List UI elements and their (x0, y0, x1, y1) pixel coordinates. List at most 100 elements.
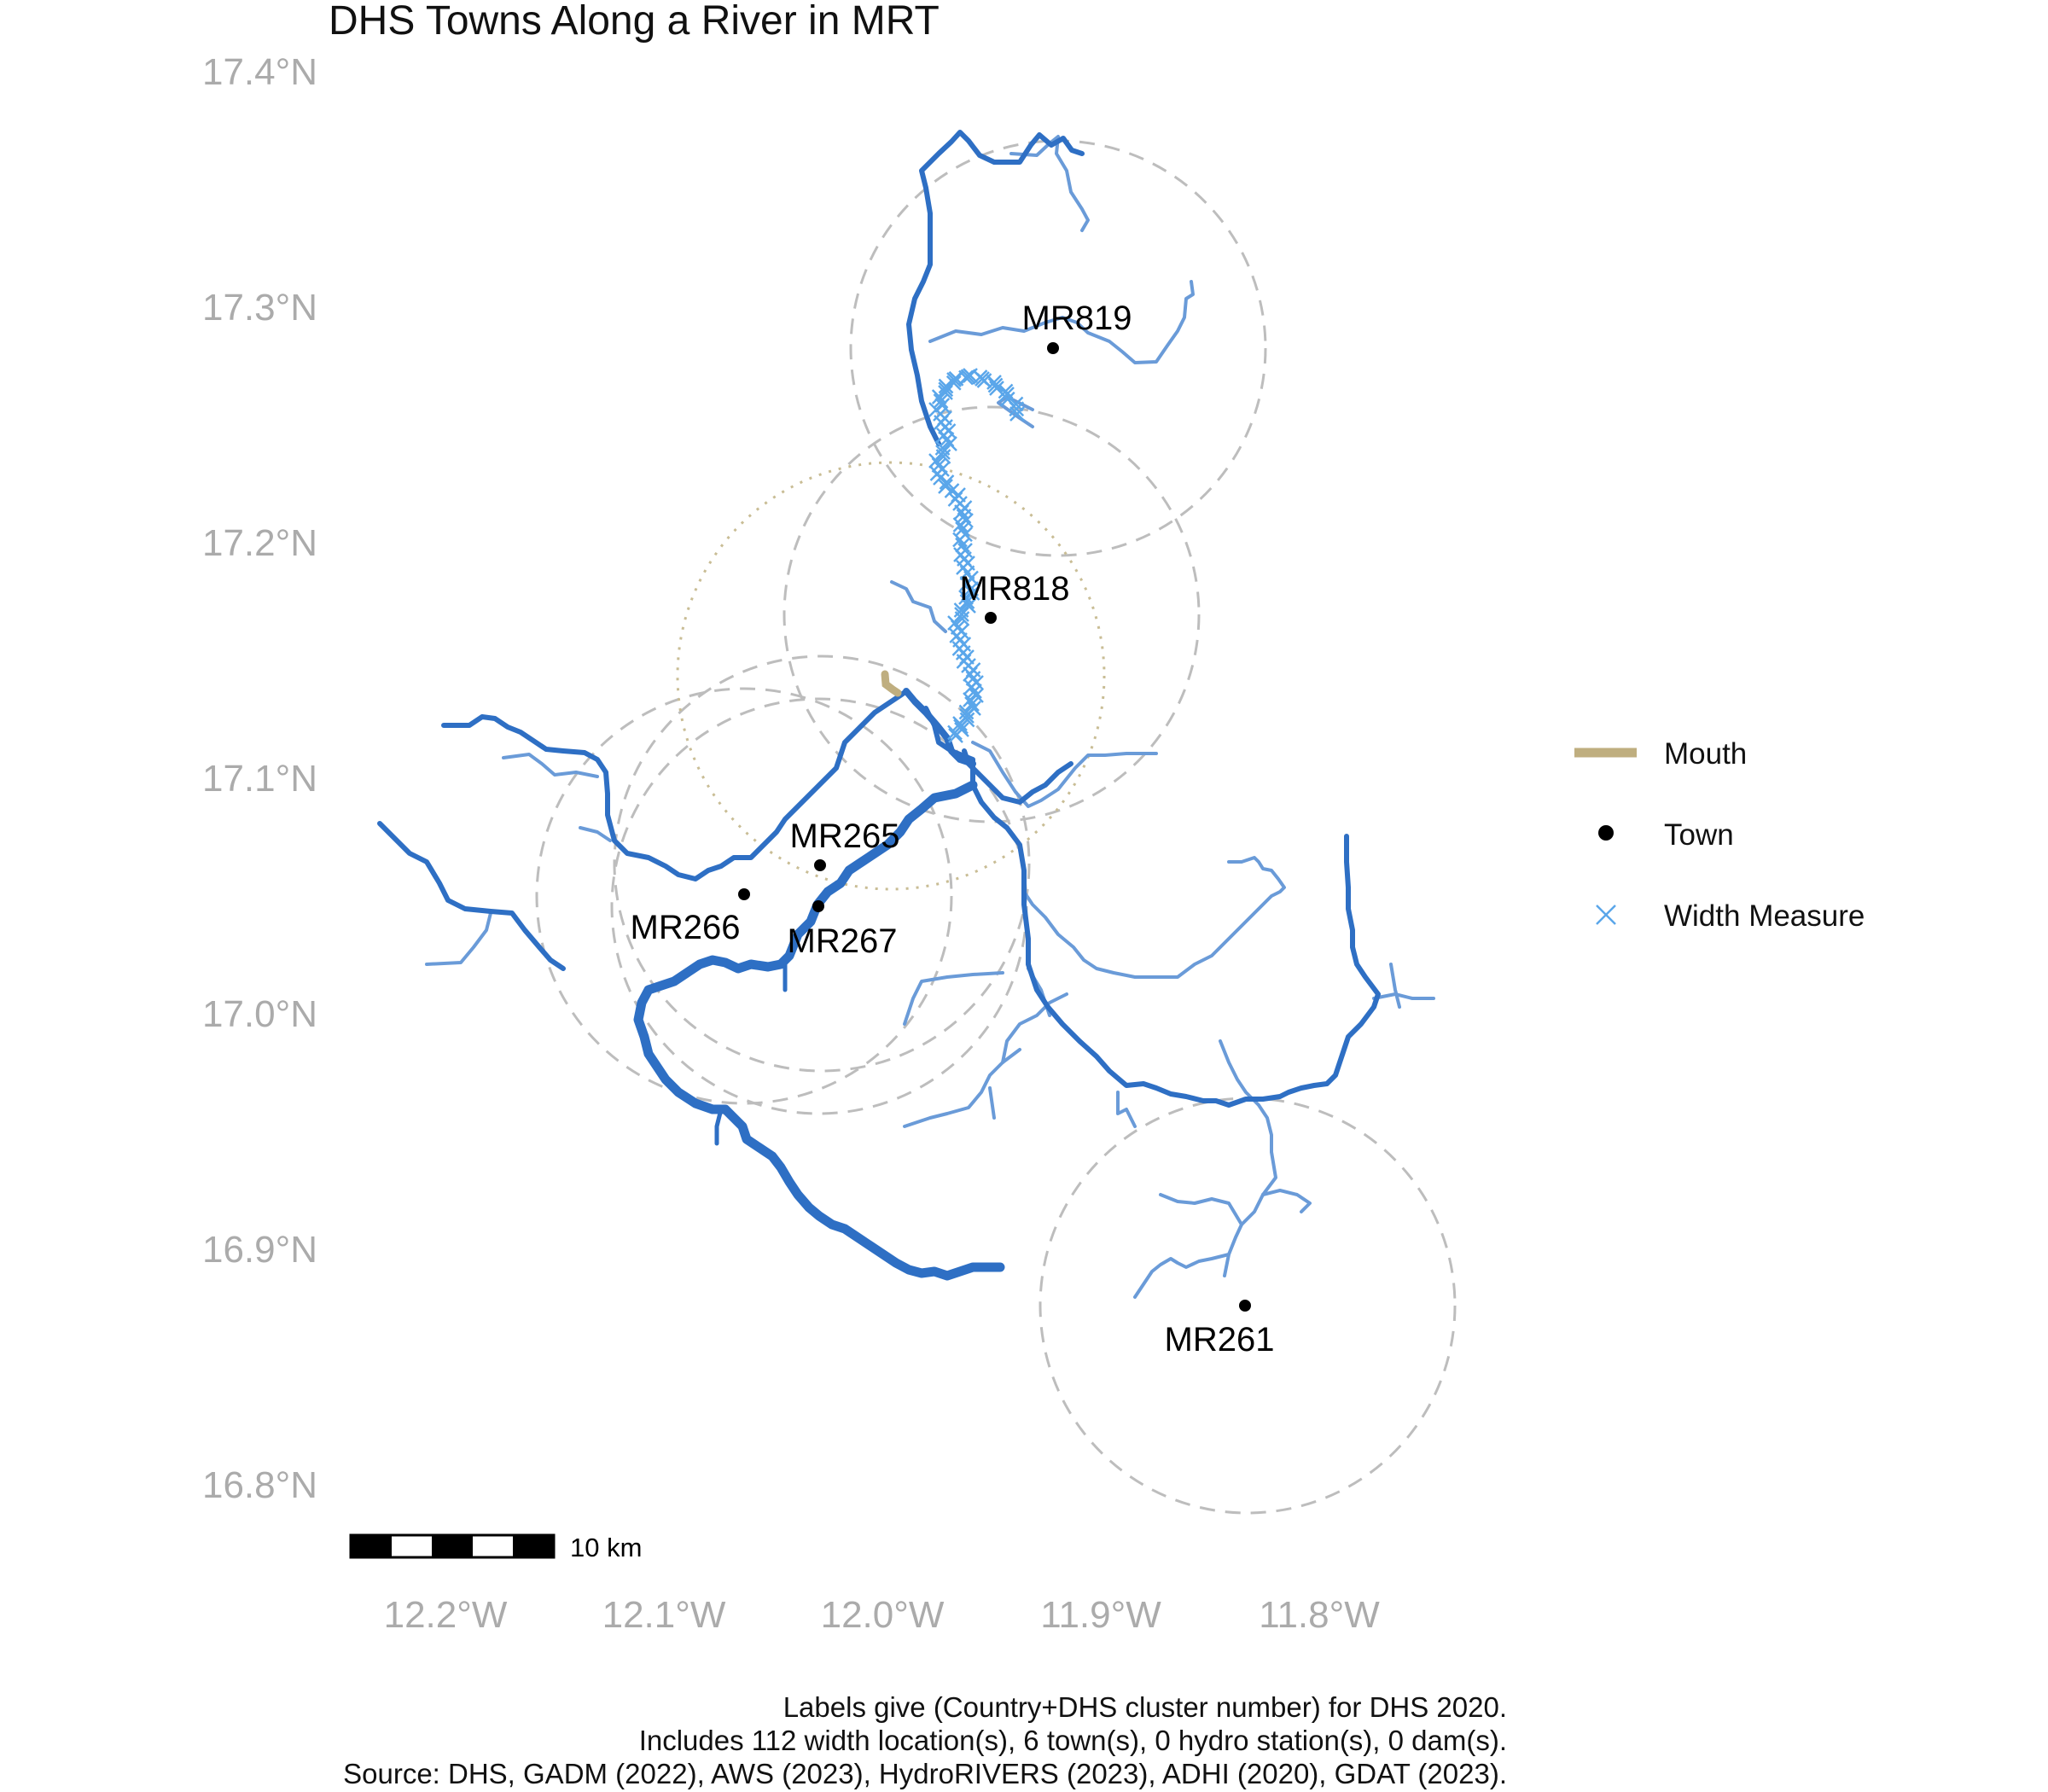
width-measure-marker (958, 590, 974, 605)
legend: Mouth Town Width Measure (1574, 737, 1865, 933)
width-measure-marker (935, 445, 951, 460)
tributary (971, 741, 1158, 808)
buffer-circles (535, 139, 1457, 1515)
y-axis: 17.4°N 17.3°N 17.2°N 17.1°N 17.0°N 16.9°… (202, 51, 317, 1506)
tributary (1022, 856, 1286, 979)
town-label: MR818 (960, 570, 1070, 608)
tributary (928, 280, 1195, 364)
tributary (1001, 992, 1068, 1064)
scale-bar-segment (432, 1535, 473, 1557)
river-main (377, 130, 1381, 1281)
tributary (1389, 963, 1401, 1009)
width-measure-marker (933, 393, 949, 409)
width-measure-marker (967, 684, 982, 699)
width-measure-marker (948, 728, 963, 743)
scale-bar-segment (513, 1535, 554, 1557)
town-mr266[interactable]: MR266 (631, 888, 750, 946)
town-mr819[interactable]: MR819 (1022, 300, 1132, 354)
x-tick-label: 12.2°W (384, 1594, 508, 1636)
width-measure-marker (944, 483, 960, 498)
width-measure-marker (987, 377, 1004, 393)
town-label: MR819 (1022, 300, 1132, 337)
town-point (738, 888, 750, 900)
width-measure-marker (964, 696, 980, 712)
river-west-loop (441, 689, 909, 881)
town-point (985, 612, 997, 624)
town-mr261[interactable]: MR261 (1165, 1300, 1275, 1359)
x-axis: 12.2°W 12.1°W 12.0°W 11.9°W 11.8°W (384, 1594, 1381, 1636)
river-branch (962, 748, 1073, 805)
buffer-circle (535, 687, 953, 1105)
width-measure-marker (939, 474, 955, 490)
scale-bar-label: 10 km (570, 1533, 642, 1562)
river-stub (714, 1107, 724, 1146)
y-tick-label: 17.3°N (202, 287, 317, 329)
caption-line: Includes 112 width location(s), 6 town(s… (639, 1725, 1507, 1756)
width-measure-marker (933, 470, 948, 486)
x-tick-label: 11.9°W (1040, 1594, 1161, 1636)
buffer-circle (613, 655, 1031, 1073)
tributary (988, 1086, 996, 1120)
legend-label: Mouth (1664, 737, 1747, 771)
river-main-stem (633, 780, 1005, 1281)
y-tick-label: 16.8°N (202, 1464, 317, 1506)
width-measure-marker (954, 504, 969, 520)
y-tick-label: 17.4°N (202, 51, 317, 93)
river-southwest (377, 821, 566, 971)
y-tick-label: 17.0°N (202, 993, 317, 1035)
legend-item-mouth: Mouth (1574, 737, 1747, 771)
town-label: MR265 (790, 817, 900, 855)
width-measure-marker (947, 724, 963, 741)
width-measures (928, 368, 1025, 743)
width-measure-marker (942, 436, 957, 451)
town-label: MR266 (631, 909, 741, 946)
width-measure-marker (938, 378, 954, 394)
tributary (1223, 1253, 1231, 1277)
width-measure-marker (963, 581, 979, 596)
river-east (923, 706, 1381, 1108)
width-measure-marker (952, 517, 969, 532)
width-measure-marker (959, 594, 975, 609)
town-mr267[interactable]: MR267 (788, 900, 898, 960)
legend-label: Town (1664, 818, 1734, 852)
town-point (814, 859, 826, 871)
width-measure-marker (935, 449, 951, 464)
town-mr818[interactable]: MR818 (960, 570, 1070, 624)
tributary (890, 580, 947, 633)
tributary (579, 826, 612, 842)
town-mr265[interactable]: MR265 (790, 817, 900, 871)
width-measure-marker (964, 585, 980, 601)
width-measure-marker (999, 387, 1015, 402)
width-measure-marker (931, 389, 947, 404)
tributary (1009, 135, 1090, 232)
town-point (1047, 342, 1059, 354)
x-tick-label: 12.1°W (602, 1594, 726, 1636)
legend-label: Width Measure (1664, 899, 1865, 933)
towns: MR819 MR818 MR265 MR266 MR267 MR261 (631, 300, 1275, 1359)
legend-item-town: Town (1598, 818, 1734, 852)
river-confluence (903, 688, 976, 767)
width-measure-marker (938, 479, 953, 494)
x-tick-label: 11.8°W (1259, 1594, 1380, 1636)
tributary (1159, 1193, 1243, 1226)
tributary (425, 911, 492, 966)
y-tick-label: 17.2°N (202, 522, 317, 564)
town-label: MR267 (788, 922, 898, 960)
town-point (1239, 1300, 1251, 1312)
tributary (1261, 1189, 1312, 1213)
legend-item-width: Width Measure (1596, 899, 1865, 933)
tributary (903, 971, 1004, 1026)
legend-width-swatch (1596, 905, 1616, 925)
tributary (1133, 1039, 1277, 1299)
river-mouth (881, 670, 902, 697)
caption-line: Labels give (Country+DHS cluster number)… (783, 1691, 1507, 1723)
width-measure-marker (954, 607, 969, 622)
width-measure-marker (954, 611, 970, 626)
caption: Labels give (Country+DHS cluster number)… (343, 1691, 1507, 1789)
width-measure-marker (956, 509, 972, 524)
town-label: MR261 (1165, 1321, 1275, 1359)
tributary (1116, 1091, 1137, 1128)
y-tick-label: 17.1°N (202, 758, 317, 800)
width-measure-marker (955, 537, 970, 553)
y-tick-label: 16.9°N (202, 1229, 317, 1271)
